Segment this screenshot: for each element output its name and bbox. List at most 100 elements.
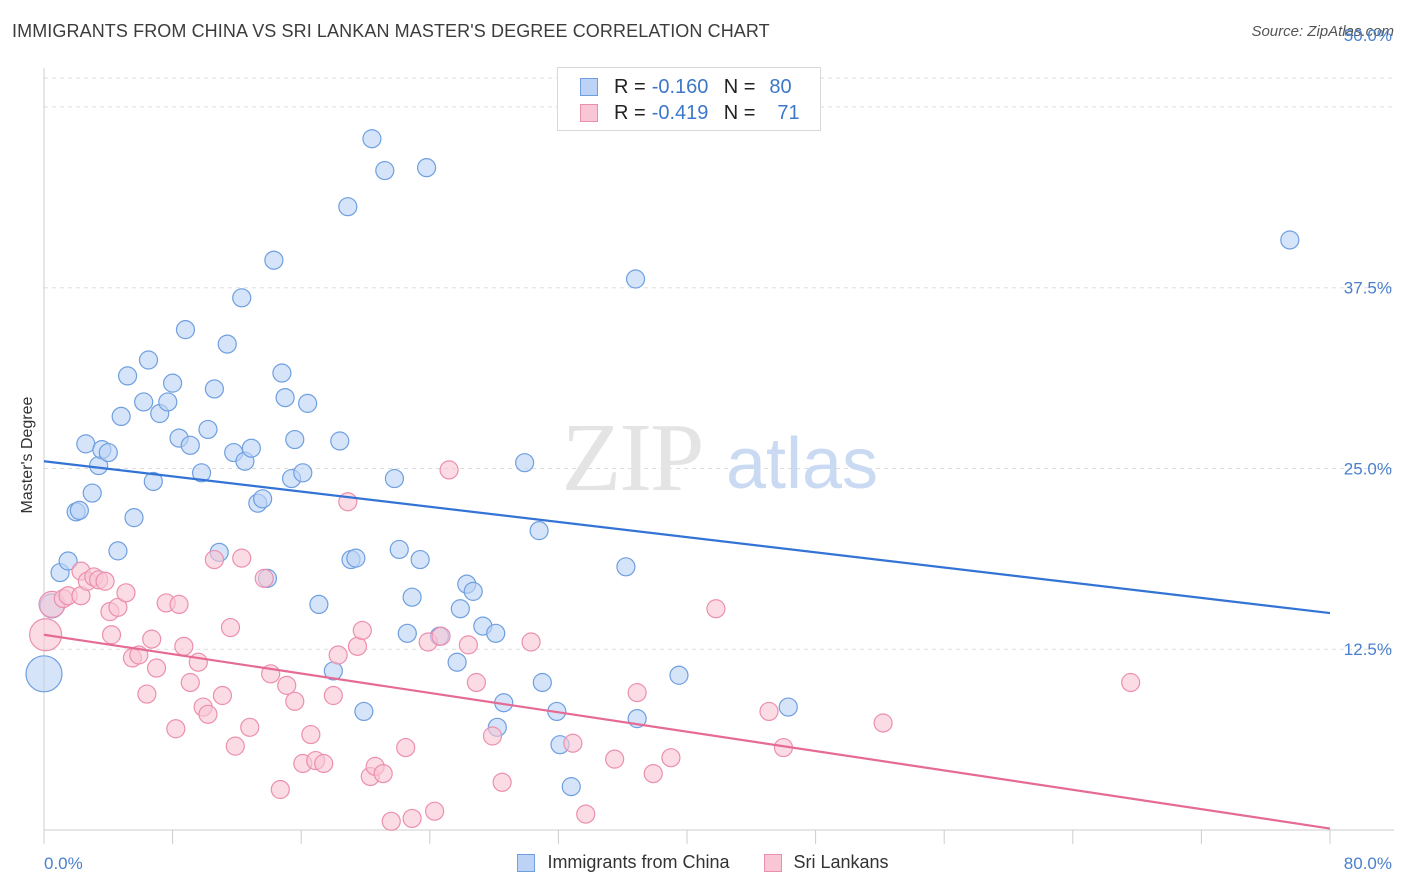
point-china <box>198 419 218 440</box>
point-china <box>354 701 374 722</box>
point-china <box>625 269 646 289</box>
point-china <box>264 250 284 270</box>
point-srilankan <box>270 779 290 800</box>
point-srilankan <box>146 658 167 678</box>
point-srilankan <box>166 719 186 739</box>
point-srilankan <box>198 704 218 724</box>
point-srilankan <box>314 753 334 774</box>
point-china <box>389 539 409 560</box>
point-china <box>397 623 417 643</box>
point-china <box>338 197 358 217</box>
point-china <box>25 655 63 693</box>
point-srilankan <box>482 726 503 746</box>
point-srilankan <box>402 808 422 829</box>
source-label: Source: ZipAtlas.com <box>1251 23 1394 40</box>
point-china <box>293 463 313 483</box>
point-srilankan <box>439 460 459 480</box>
point-china <box>175 320 196 340</box>
point-china <box>180 435 200 455</box>
point-china <box>416 158 437 178</box>
point-china <box>330 431 350 451</box>
point-china <box>217 334 237 354</box>
watermark: ZIP atlas <box>562 404 879 512</box>
point-china <box>410 549 430 570</box>
point-srilankan <box>563 733 583 753</box>
point-china <box>108 541 128 561</box>
point-china <box>253 489 273 509</box>
point-srilankan <box>301 724 321 745</box>
legend-label-china: Immigrants from China <box>547 852 730 872</box>
point-srilankan <box>204 549 224 570</box>
y-tick-label: 12.5% <box>1344 640 1392 659</box>
legend-swatch-srilankan <box>763 853 782 872</box>
y-tick-label: 25.0% <box>1344 459 1392 478</box>
point-srilankan <box>137 684 157 704</box>
point-china <box>447 652 467 672</box>
chart-title: IMMIGRANTS FROM CHINA VS SRI LANKAN MAST… <box>12 21 770 41</box>
point-china <box>124 508 144 528</box>
y-tick-label: 50.0% <box>1344 26 1392 45</box>
stats-n-value: 71 <box>777 101 800 124</box>
point-srilankan <box>188 652 208 672</box>
y-tick-label: 37.5% <box>1344 279 1392 298</box>
x-tick-label: 0.0% <box>44 854 83 873</box>
point-srilankan <box>116 583 136 603</box>
point-china <box>561 777 581 797</box>
point-srilankan <box>240 717 260 737</box>
point-srilankan <box>328 645 348 665</box>
legend-item-china[interactable]: Immigrants from China <box>517 852 730 873</box>
point-srilankan <box>347 636 368 656</box>
point-china <box>69 500 89 520</box>
point-china <box>111 406 131 426</box>
point-china <box>191 463 212 483</box>
point-srilankan <box>225 736 245 756</box>
point-srilankan <box>396 737 416 758</box>
point-srilankan <box>381 811 401 831</box>
point-srilankan <box>521 632 541 652</box>
legend: Immigrants from China Sri Lankans <box>0 852 1406 873</box>
point-china <box>143 471 163 492</box>
point-srilankan <box>373 763 393 784</box>
point-srilankan <box>873 713 893 733</box>
stats-swatch-china <box>580 78 598 96</box>
y-axis-label: Master's Degree <box>19 396 36 514</box>
point-china <box>346 548 366 568</box>
stats-n-label: N = <box>723 101 756 124</box>
point-china <box>532 672 552 693</box>
point-srilankan <box>661 748 681 768</box>
stats-r-label: R = <box>614 75 646 98</box>
point-srilankan <box>277 675 297 695</box>
stats-row-srilankan: R = -0.419 N = 71 <box>580 100 800 126</box>
point-srilankan <box>285 691 305 711</box>
point-china <box>76 434 96 454</box>
stats-n-label: N = <box>723 75 756 98</box>
point-srilankan <box>466 672 487 693</box>
legend-item-srilankan[interactable]: Sri Lankans <box>763 852 889 873</box>
point-china <box>669 665 689 685</box>
point-china <box>402 587 422 607</box>
point-srilankan <box>108 597 128 617</box>
point-srilankan <box>174 636 194 656</box>
point-srilankan <box>576 804 596 824</box>
point-china <box>272 363 292 383</box>
stats-r-value: -0.419 <box>651 101 709 124</box>
point-china <box>241 438 261 458</box>
point-china <box>138 350 159 370</box>
point-srilankan <box>220 617 241 638</box>
point-srilankan <box>706 599 726 619</box>
point-srilankan <box>254 568 274 588</box>
point-srilankan <box>352 620 372 641</box>
stats-r-label: R = <box>614 101 646 124</box>
point-srilankan <box>169 594 189 615</box>
point-srilankan <box>101 625 122 645</box>
point-china <box>1280 230 1300 250</box>
point-china <box>515 453 535 473</box>
point-srilankan <box>95 571 115 591</box>
point-china <box>529 521 549 541</box>
stats-n-value: 80 <box>769 75 792 98</box>
point-srilankan <box>425 801 445 821</box>
point-srilankan <box>759 701 779 722</box>
point-china <box>778 697 798 717</box>
stats-row-china: R = -0.160 N = 80 <box>580 74 792 100</box>
